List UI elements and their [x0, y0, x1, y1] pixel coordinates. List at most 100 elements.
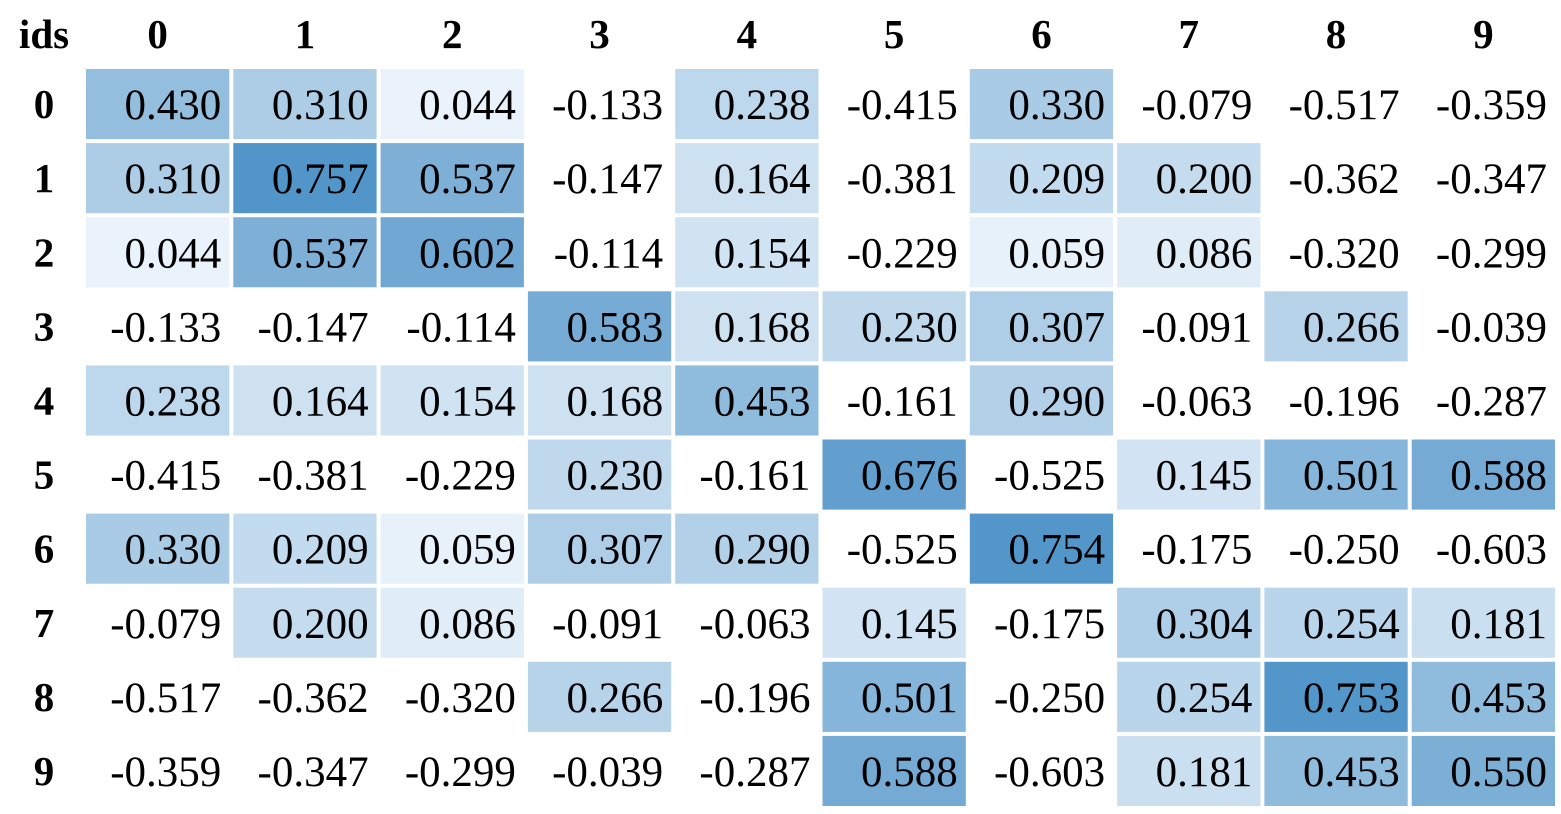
heatmap-cell	[380, 217, 524, 288]
cell-value-label: -0.091	[1141, 304, 1252, 351]
cell-value-label: 0.757	[272, 156, 369, 203]
column-header: 5	[884, 11, 905, 57]
heatmap-cell	[233, 513, 377, 584]
cell-value-label: 0.310	[272, 82, 369, 129]
cell-value-label: 0.086	[1156, 230, 1253, 277]
heatmap-cell	[1264, 587, 1408, 658]
cell-value-label: 0.550	[1450, 749, 1547, 796]
cell-value-label: 0.330	[1008, 82, 1105, 129]
cell-value-label: -0.229	[847, 230, 958, 277]
cell-value-label: 0.537	[272, 230, 369, 277]
cell-value-label: -0.250	[1289, 527, 1400, 574]
column-header: 3	[589, 11, 610, 57]
cell-value-label: 0.044	[125, 230, 222, 277]
column-header: 7	[1179, 11, 1200, 57]
cell-value-label: 0.501	[1303, 453, 1400, 500]
cell-value-label: 0.230	[566, 453, 663, 500]
corner-label: ids	[19, 11, 69, 57]
cell-value-label: -0.603	[994, 749, 1105, 796]
cell-value-label: -0.175	[1141, 527, 1252, 574]
heatmap-cell	[1411, 587, 1555, 658]
heatmap-cell	[675, 365, 819, 436]
cell-value-label: 0.164	[272, 378, 369, 425]
cell-value-label: 0.230	[861, 304, 958, 351]
cell-value-label: 0.168	[714, 304, 811, 351]
heatmap-cell	[86, 69, 230, 140]
heatmap-cell	[233, 365, 377, 436]
heatmap-cell	[527, 513, 672, 584]
heatmap-cell	[233, 69, 377, 140]
heatmap-cell	[675, 513, 819, 584]
column-header: 4	[737, 11, 758, 57]
cell-value-label: 0.501	[861, 675, 958, 722]
cell-value-label: 0.238	[125, 378, 222, 425]
heatmap-cell	[233, 587, 377, 658]
row-header: 5	[34, 452, 55, 498]
heatmap-cell	[1264, 439, 1408, 510]
heatmap-cell	[1264, 291, 1408, 362]
cell-value-label: 0.254	[1156, 675, 1253, 722]
heatmap-cell	[969, 365, 1114, 436]
heatmap-cell	[675, 143, 819, 214]
cell-value-label: -0.196	[699, 675, 810, 722]
cell-value-label: 0.676	[861, 453, 958, 500]
heatmap-cell	[969, 217, 1114, 288]
heatmap-cell	[969, 513, 1114, 584]
heatmap-cell	[1117, 217, 1261, 288]
cell-value-label: 0.753	[1303, 675, 1400, 722]
heatmap-cell	[527, 291, 672, 362]
cell-value-label: -0.299	[405, 749, 516, 796]
cell-value-label: -0.415	[110, 453, 221, 500]
row-header: 4	[34, 377, 55, 423]
cell-value-label: 0.086	[419, 601, 516, 648]
cell-value-label: -0.320	[1289, 230, 1400, 277]
heatmap-cell	[1117, 143, 1261, 214]
heatmap-cell	[86, 143, 230, 214]
row-header: 0	[34, 81, 55, 127]
cell-value-label: -0.362	[258, 675, 369, 722]
cell-value-label: -0.091	[552, 601, 663, 648]
cell-value-label: -0.147	[258, 304, 369, 351]
cell-value-label: 0.254	[1303, 601, 1400, 648]
cell-value-label: 0.754	[1008, 527, 1105, 574]
cell-value-label: 0.588	[861, 749, 958, 796]
cell-value-label: 0.453	[1450, 675, 1547, 722]
cell-value-label: 0.209	[1008, 156, 1105, 203]
heatmap-cell	[380, 143, 524, 214]
heatmap-cell	[1117, 735, 1261, 806]
cell-value-label: -0.063	[699, 601, 810, 648]
cell-value-label: 0.588	[1450, 453, 1547, 500]
cell-value-label: -0.039	[1436, 304, 1547, 351]
row-header: 6	[34, 526, 55, 572]
cell-value-label: 0.266	[1303, 304, 1400, 351]
cell-value-label: 0.154	[419, 378, 516, 425]
heatmap-cell	[1411, 735, 1555, 806]
cell-value-label: 0.044	[419, 82, 516, 129]
heatmap-cell	[969, 291, 1114, 362]
heatmap-cell	[380, 587, 524, 658]
cell-value-label: -0.175	[994, 601, 1105, 648]
heatmap-cell	[1117, 661, 1261, 732]
column-header: 1	[295, 11, 316, 57]
cell-value-label: 0.307	[1008, 304, 1105, 351]
cell-value-label: -0.415	[847, 82, 958, 129]
heatmap-cell	[380, 365, 524, 436]
heatmap-cell	[822, 661, 966, 732]
cell-value-label: 0.059	[1008, 230, 1105, 277]
heatmap-cell	[233, 143, 377, 214]
cell-value-label: -0.517	[1289, 82, 1400, 129]
cell-value-label: 0.238	[714, 82, 811, 129]
heatmap-cell	[86, 513, 230, 584]
cell-value-label: -0.229	[405, 453, 516, 500]
heatmap-cell	[675, 291, 819, 362]
heatmap-cells	[86, 69, 1555, 806]
cell-value-label: -0.525	[994, 453, 1105, 500]
cell-value-label: -0.359	[1436, 82, 1547, 129]
cell-value-label: -0.381	[847, 156, 958, 203]
row-header: 9	[34, 748, 55, 794]
cell-value-label: -0.161	[847, 378, 958, 425]
cell-value-label: -0.039	[552, 749, 663, 796]
column-header: 9	[1473, 11, 1494, 57]
cell-value-label: -0.147	[552, 156, 663, 203]
